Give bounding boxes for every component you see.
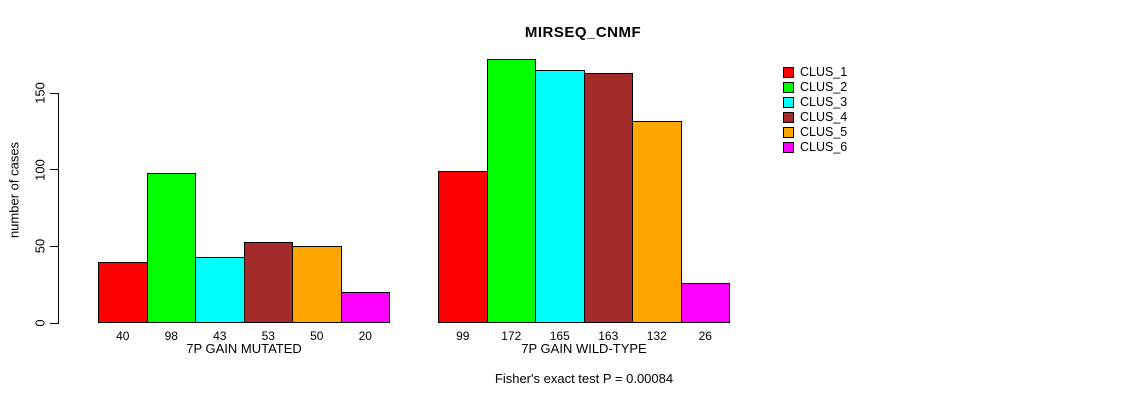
bar-value-label: 165 (549, 329, 570, 343)
legend-item: CLUS_5 (783, 125, 847, 140)
legend-item: CLUS_6 (783, 140, 847, 155)
legend-item: CLUS_3 (783, 95, 847, 110)
bar-clus_1 (438, 171, 488, 323)
bar-value-label: 50 (310, 329, 324, 343)
legend-label: CLUS_6 (800, 140, 848, 154)
y-axis-title: number of cases (6, 141, 22, 239)
bar-clus_2 (146, 173, 196, 323)
legend-item: CLUS_2 (783, 80, 847, 95)
bar-value-label: 53 (261, 329, 275, 343)
y-tick-mark (50, 92, 58, 94)
legend-item: CLUS_1 (783, 65, 847, 80)
group-label: 7P GAIN WILD-TYPE (521, 341, 647, 356)
y-tick-label: 100 (32, 158, 48, 181)
legend-swatch (783, 142, 794, 153)
y-tick-label: 0 (32, 319, 48, 327)
legend-label: CLUS_3 (800, 95, 848, 109)
bar-clus_5 (292, 246, 342, 323)
y-tick-mark (50, 169, 58, 171)
bar-clus_4 (243, 242, 293, 323)
legend-swatch (783, 127, 794, 138)
y-tick-mark (50, 322, 58, 324)
bar-value-label: 163 (598, 329, 619, 343)
fisher-test-note: Fisher's exact test P = 0.00084 (494, 371, 674, 386)
y-tick-label: 50 (32, 239, 48, 254)
bar-value-label: 98 (164, 329, 178, 343)
legend-swatch (783, 82, 794, 93)
y-tick-label: 150 (32, 82, 48, 104)
bar-value-label: 40 (116, 329, 130, 343)
legend-label: CLUS_5 (800, 125, 848, 139)
bar-clus_2 (486, 59, 536, 323)
bar-value-label: 172 (501, 329, 522, 343)
bar-value-label: 26 (698, 329, 712, 343)
legend-label: CLUS_2 (800, 80, 848, 94)
legend-item: CLUS_4 (783, 110, 847, 125)
bar-value-label: 20 (358, 329, 372, 343)
legend-label: CLUS_1 (800, 65, 848, 79)
legend-swatch (783, 67, 794, 78)
y-axis-line (58, 93, 59, 324)
legend-label: CLUS_4 (800, 110, 848, 124)
y-tick-mark (50, 245, 58, 247)
legend-swatch (783, 97, 794, 108)
bar-clus_3 (195, 257, 245, 323)
bar-value-label: 43 (213, 329, 227, 343)
bar-value-label: 99 (456, 329, 470, 343)
legend-swatch (783, 112, 794, 123)
legend: CLUS_1 CLUS_2 CLUS_3 CLUS_4 CLUS_5 CLUS_6 (783, 65, 847, 155)
bar-clus_6 (680, 283, 730, 323)
chart-title: MIRSEQ_CNMF (524, 24, 642, 41)
bar-clus_3 (535, 70, 585, 323)
group-label: 7P GAIN MUTATED (186, 341, 302, 356)
bar-value-label: 132 (646, 329, 667, 343)
bar-clus_4 (583, 73, 633, 323)
bar-clus_6 (340, 292, 390, 323)
bar-clus_1 (98, 262, 148, 323)
bar-clus_5 (632, 121, 682, 323)
